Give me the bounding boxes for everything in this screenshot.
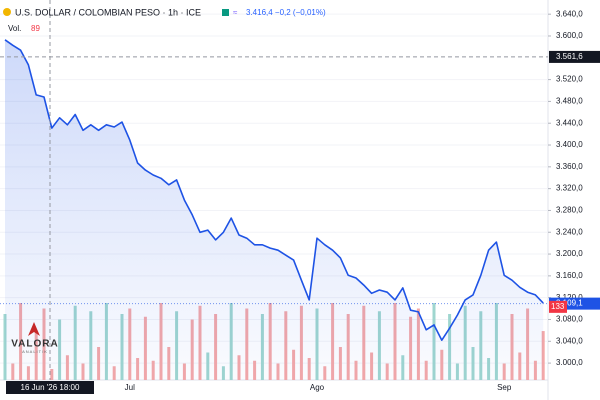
y-tick-label: 3.480,0 [556,97,583,106]
brand: VALORA [11,339,58,350]
y-tick-label: 3.160,0 [556,271,583,280]
y-tick-label: 3.360,0 [556,162,583,171]
market-status[interactable] [222,9,229,16]
y-tick-label: 3.120,0 [556,293,583,302]
y-tick-label: 3.200,0 [556,249,583,258]
brand-sub: ANALITIK [22,349,48,354]
y-tick-label: 3.520,0 [556,75,583,84]
crosshair-price: 3.561,6 [556,52,583,61]
symbol-icon [3,8,11,16]
last-volume-box [549,300,567,313]
y-tick-label: 3.280,0 [556,206,583,215]
x-tick-label: Ago [310,383,325,392]
brand-logo [28,322,40,336]
x-tick-label: Sep [497,383,512,392]
last-price: 3.109,1 [556,299,583,308]
y-tick-label: 3.320,0 [556,184,583,193]
y-tick-label: 3.040,0 [556,336,583,345]
y-tick-label: 3.440,0 [556,118,583,127]
y-tick-label: 3.400,0 [556,140,583,149]
crosshair-date-box [6,381,94,394]
area [5,39,544,381]
plot [4,39,544,381]
y-tick-label: 3.080,0 [556,315,583,324]
crosshair-date: 16 Jun '26 18:00 [21,383,80,392]
chart-title: U.S. DOLLAR / COLOMBIAN PESO · 1h · ICE [15,7,201,17]
quote: 3.416,4 −0,2 (−0,01%) [246,8,326,17]
crosshair-price-box [549,50,600,63]
price-line [4,39,544,341]
currency-icon: ≈ [233,8,238,17]
y-tick-label: 3.000,0 [556,358,583,367]
y-tick-label: 3.600,0 [556,31,583,40]
y-tick-label: 3.640,0 [556,9,583,18]
volume-label: Vol. [8,24,21,33]
volume-value: 89 [31,24,40,33]
x-tick-label: Jul [125,383,135,392]
y-tick-label: 3.240,0 [556,227,583,236]
last-volume: 133 [551,302,565,311]
